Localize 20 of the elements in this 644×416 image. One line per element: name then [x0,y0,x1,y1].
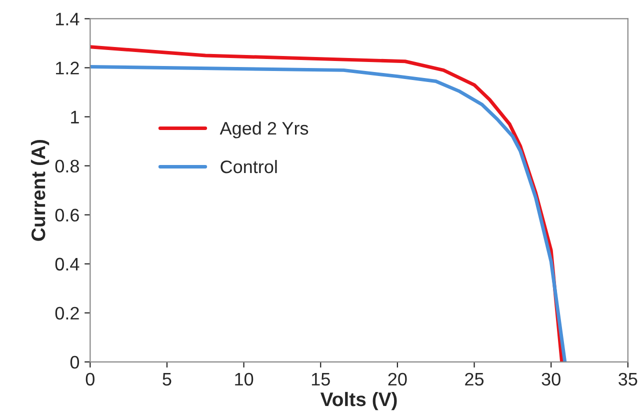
x-tick-label: 15 [312,373,330,386]
y-tick-label: 1.2 [56,62,79,74]
legend-label: Aged 2 Yrs [220,121,308,138]
y-tick-label: 0.2 [55,306,79,320]
y-tick-label: 0.4 [55,258,80,271]
x-tick-label: 0 [86,372,94,386]
x-axis-title: Volts (V) [320,392,397,410]
x-tick-label: 35 [618,372,638,386]
y-tick-label: 1 [71,110,79,124]
legend-label: Control [220,160,277,174]
y-axis-title: Current (A) [30,140,50,241]
x-tick-label: 20 [388,372,407,386]
x-tick-label: 5 [162,373,172,386]
x-tick-label: 10 [235,372,254,386]
x-tick-label: 30 [542,372,560,386]
y-tick-label: 0 [70,356,80,369]
y-tick-label: 0.8 [55,160,79,173]
x-tick-label: 25 [465,372,484,386]
y-tick-label: 1.4 [56,12,80,26]
y-tick-label: 0.6 [55,208,79,222]
